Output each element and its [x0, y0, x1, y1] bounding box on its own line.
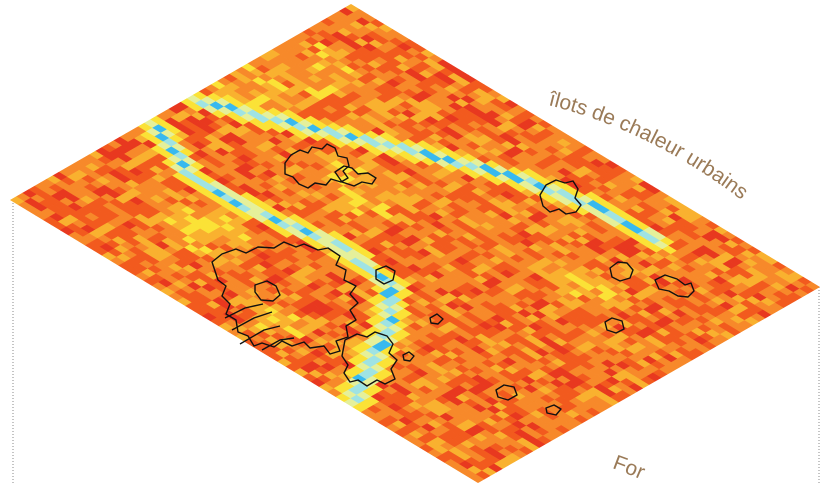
urban-outline-north-2 — [334, 165, 377, 187]
urban-outline-east — [539, 179, 582, 215]
urban-area-outlines — [211, 143, 695, 416]
partial-bottom-label: For — [610, 451, 648, 483]
urban-outline-west-lobe — [375, 265, 396, 285]
urban-outline-small-2 — [429, 313, 444, 325]
urban-outline-east-2 — [609, 261, 634, 282]
urban-outline-east-4 — [604, 317, 625, 334]
urban-outline-south-2 — [545, 404, 562, 416]
urban-outline-main-inner — [254, 280, 281, 302]
urban-outline-east-3 — [654, 274, 695, 298]
temperature-raster — [10, 4, 820, 483]
urban-outline-small-1 — [402, 351, 415, 362]
raster-cell — [469, 474, 485, 483]
urban-outline-streams — [224, 303, 295, 351]
urban-outline-south-1 — [495, 384, 518, 401]
urban-outline-north — [284, 143, 350, 189]
urban-outline-main — [211, 241, 359, 355]
urban-outline-southwest — [341, 331, 398, 387]
